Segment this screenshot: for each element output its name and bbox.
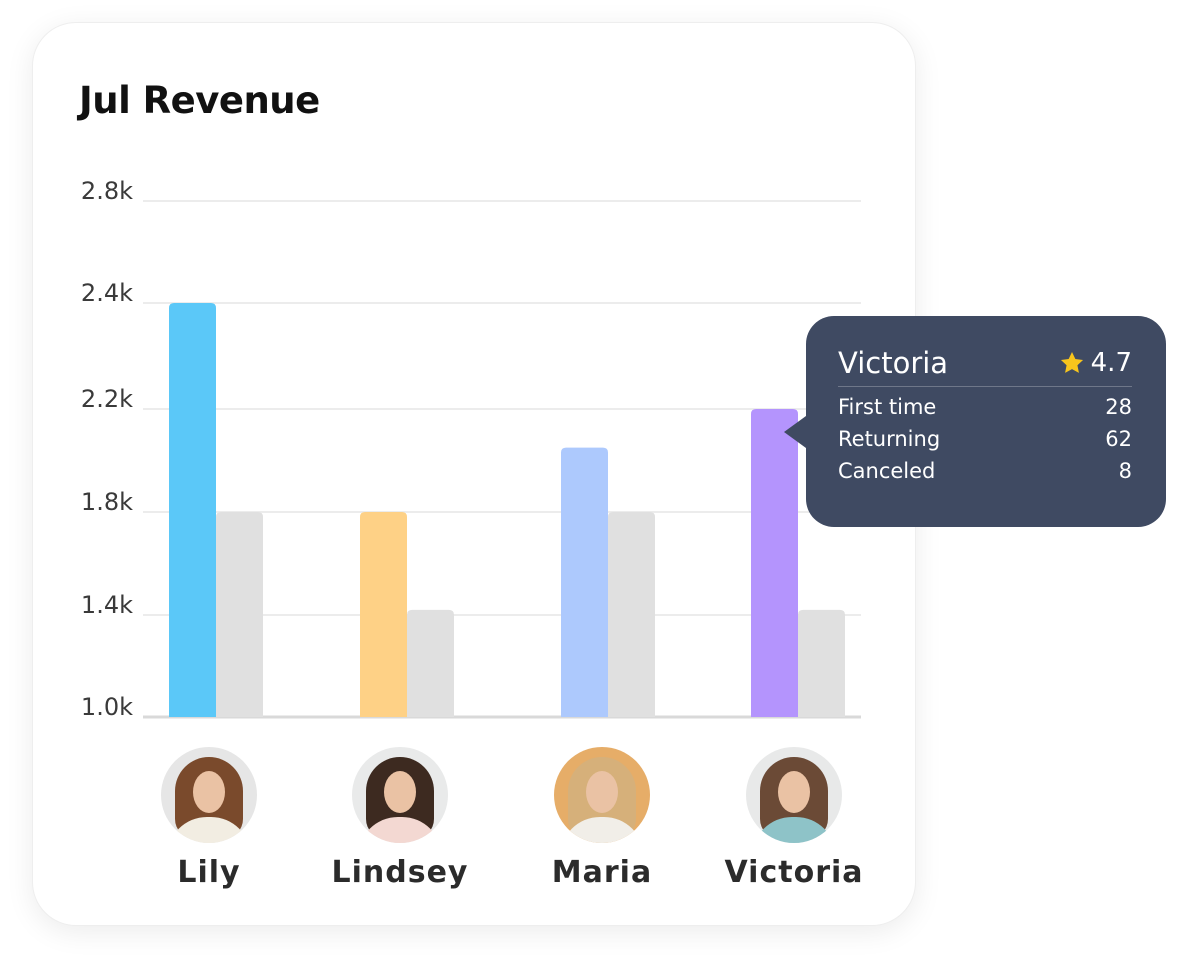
person-lindsey[interactable]: Lindsey bbox=[325, 747, 475, 890]
bar-primary-lindsey[interactable] bbox=[360, 512, 407, 717]
tooltip-row: Returning 62 bbox=[838, 427, 1132, 451]
star-icon bbox=[1060, 351, 1083, 373]
bar-primary-lily[interactable] bbox=[169, 303, 216, 717]
woman-avatar-icon bbox=[352, 747, 448, 843]
y-tick-label: 1.0k bbox=[81, 693, 133, 721]
woman-avatar-icon bbox=[746, 747, 842, 843]
bar-primary-maria[interactable] bbox=[561, 447, 608, 717]
bar-secondary-victoria[interactable] bbox=[798, 609, 845, 717]
woman-avatar-icon bbox=[554, 747, 650, 843]
tooltip-row: First time 28 bbox=[838, 395, 1132, 419]
person-name: Lindsey bbox=[331, 855, 469, 890]
row-value: 62 bbox=[1105, 427, 1132, 451]
rating-value: 4.7 bbox=[1090, 348, 1132, 378]
tooltip-arrow bbox=[784, 416, 806, 448]
bar-secondary-lily[interactable] bbox=[216, 512, 263, 717]
row-value: 8 bbox=[1118, 459, 1132, 483]
person-lily[interactable]: Lily bbox=[134, 747, 284, 890]
y-tick-label: 2.4k bbox=[81, 279, 133, 307]
row-value: 28 bbox=[1105, 395, 1132, 419]
row-label: Canceled bbox=[838, 459, 936, 483]
person-name: Lily bbox=[177, 855, 241, 890]
tooltip-rating: 4.7 bbox=[1059, 348, 1132, 378]
y-tick-label: 1.4k bbox=[81, 591, 133, 619]
bar-secondary-lindsey[interactable] bbox=[407, 609, 454, 717]
y-tick-label: 2.2k bbox=[81, 385, 133, 413]
person-victoria[interactable]: Victoria bbox=[719, 747, 869, 890]
bar-primary-victoria[interactable] bbox=[751, 409, 798, 717]
woman-avatar-icon bbox=[161, 747, 257, 843]
bar-secondary-maria[interactable] bbox=[608, 512, 655, 717]
bar-chart: 1.0k 1.4k 1.8k 2.2k 2.4k 2.8k bbox=[81, 177, 861, 721]
tooltip-row: Canceled 8 bbox=[838, 459, 1132, 483]
y-tick-label: 2.8k bbox=[81, 177, 133, 205]
tooltip-header: Victoria 4.7 bbox=[838, 346, 1132, 387]
y-tick-label: 1.8k bbox=[81, 488, 133, 516]
row-label: Returning bbox=[838, 427, 941, 451]
person-maria[interactable]: Maria bbox=[527, 747, 677, 890]
row-label: First time bbox=[838, 395, 937, 419]
tooltip-name: Victoria bbox=[838, 346, 949, 380]
revenue-card: Jul Revenue 1.0k 1.4k 1.8k 2.2k 2.4k 2.8k Lil… bbox=[32, 22, 916, 926]
bar-tooltip: Victoria 4.7 First time 28 Returning 62 … bbox=[784, 316, 1166, 527]
card-title: Jul Revenue bbox=[79, 79, 320, 122]
person-name: Maria bbox=[551, 855, 653, 890]
person-name: Victoria bbox=[724, 855, 864, 890]
